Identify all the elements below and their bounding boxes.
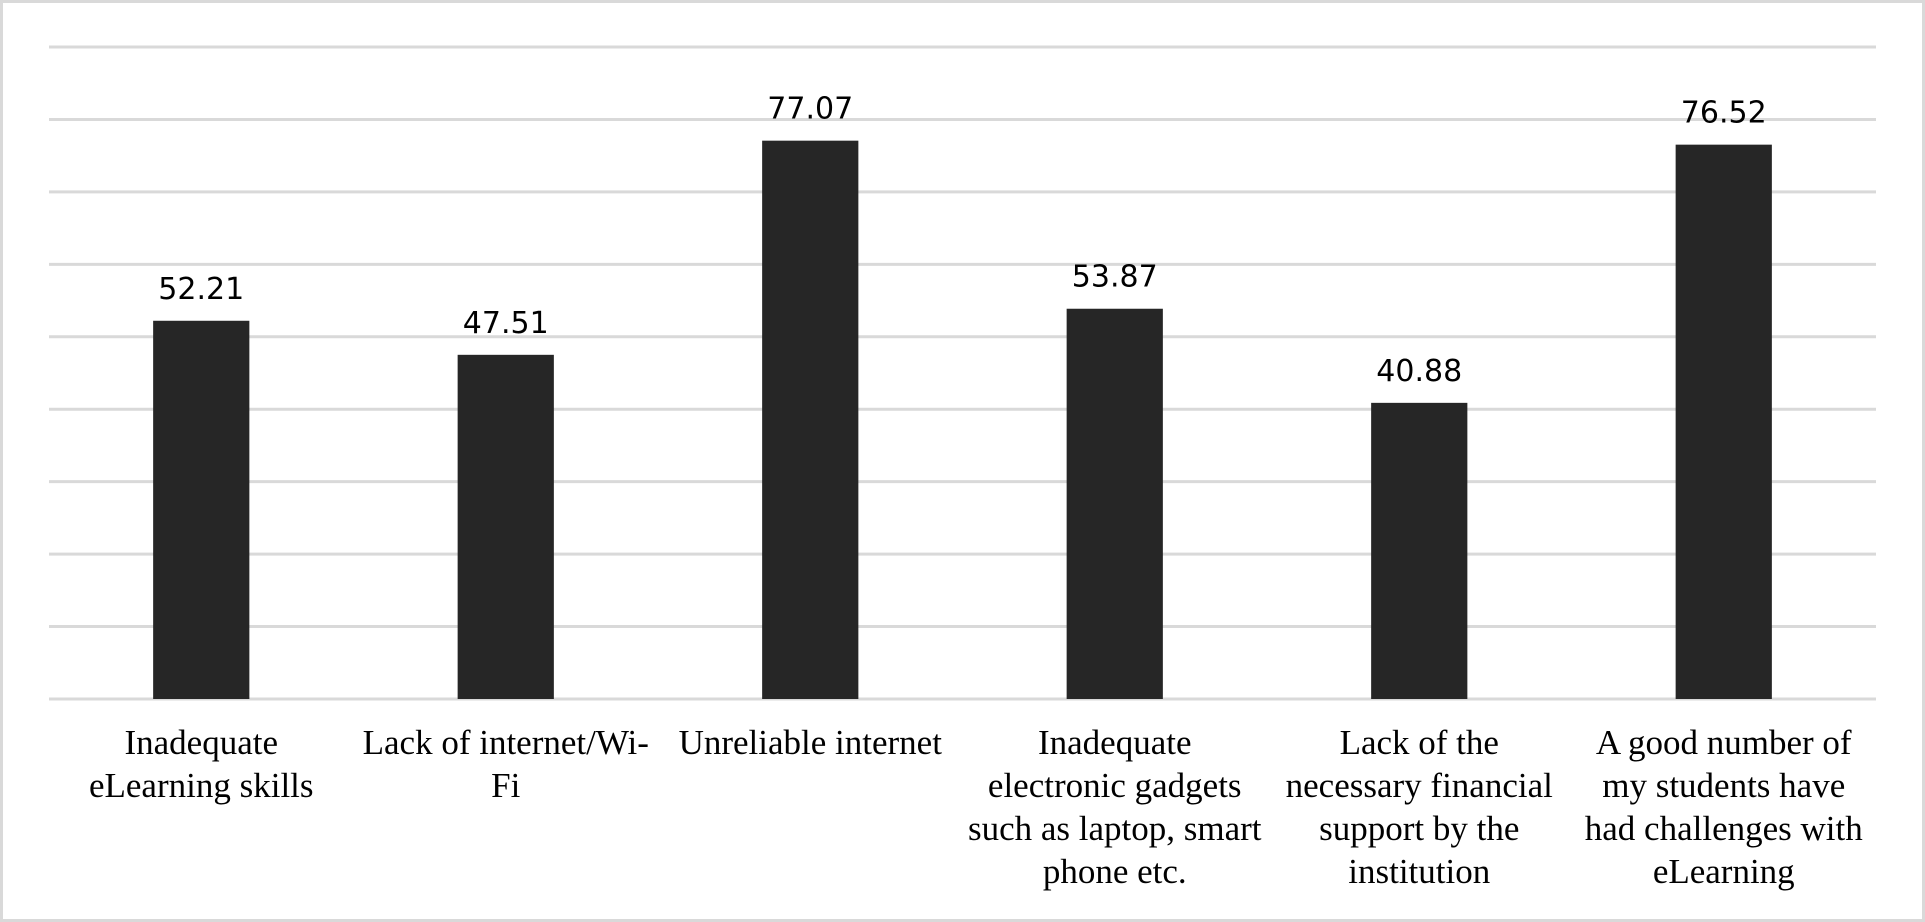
value-label: 47.51 (463, 306, 549, 341)
bar (457, 354, 554, 699)
value-label: 76.52 (1681, 96, 1767, 131)
x-tick-label: Unreliable internet (678, 723, 942, 762)
x-tick-label: A good number of my students have had ch… (1584, 723, 1863, 891)
bar (762, 140, 859, 700)
bar (153, 320, 250, 699)
bar (1675, 144, 1772, 700)
value-label: 53.87 (1072, 260, 1158, 295)
x-tick-label: Lack of the necessary financial support … (1285, 723, 1553, 891)
x-tick-label: Lack of internet/Wi-Fi (362, 723, 649, 805)
value-label: 40.88 (1376, 354, 1462, 389)
value-label: 52.21 (158, 272, 244, 307)
bar (1066, 308, 1163, 699)
value-label: 77.07 (767, 92, 853, 127)
bar (1371, 402, 1468, 699)
x-tick-label: Inadequate eLearning skills (88, 723, 314, 805)
x-tick-label: Inadequate electronic gadgets such as la… (967, 723, 1262, 891)
